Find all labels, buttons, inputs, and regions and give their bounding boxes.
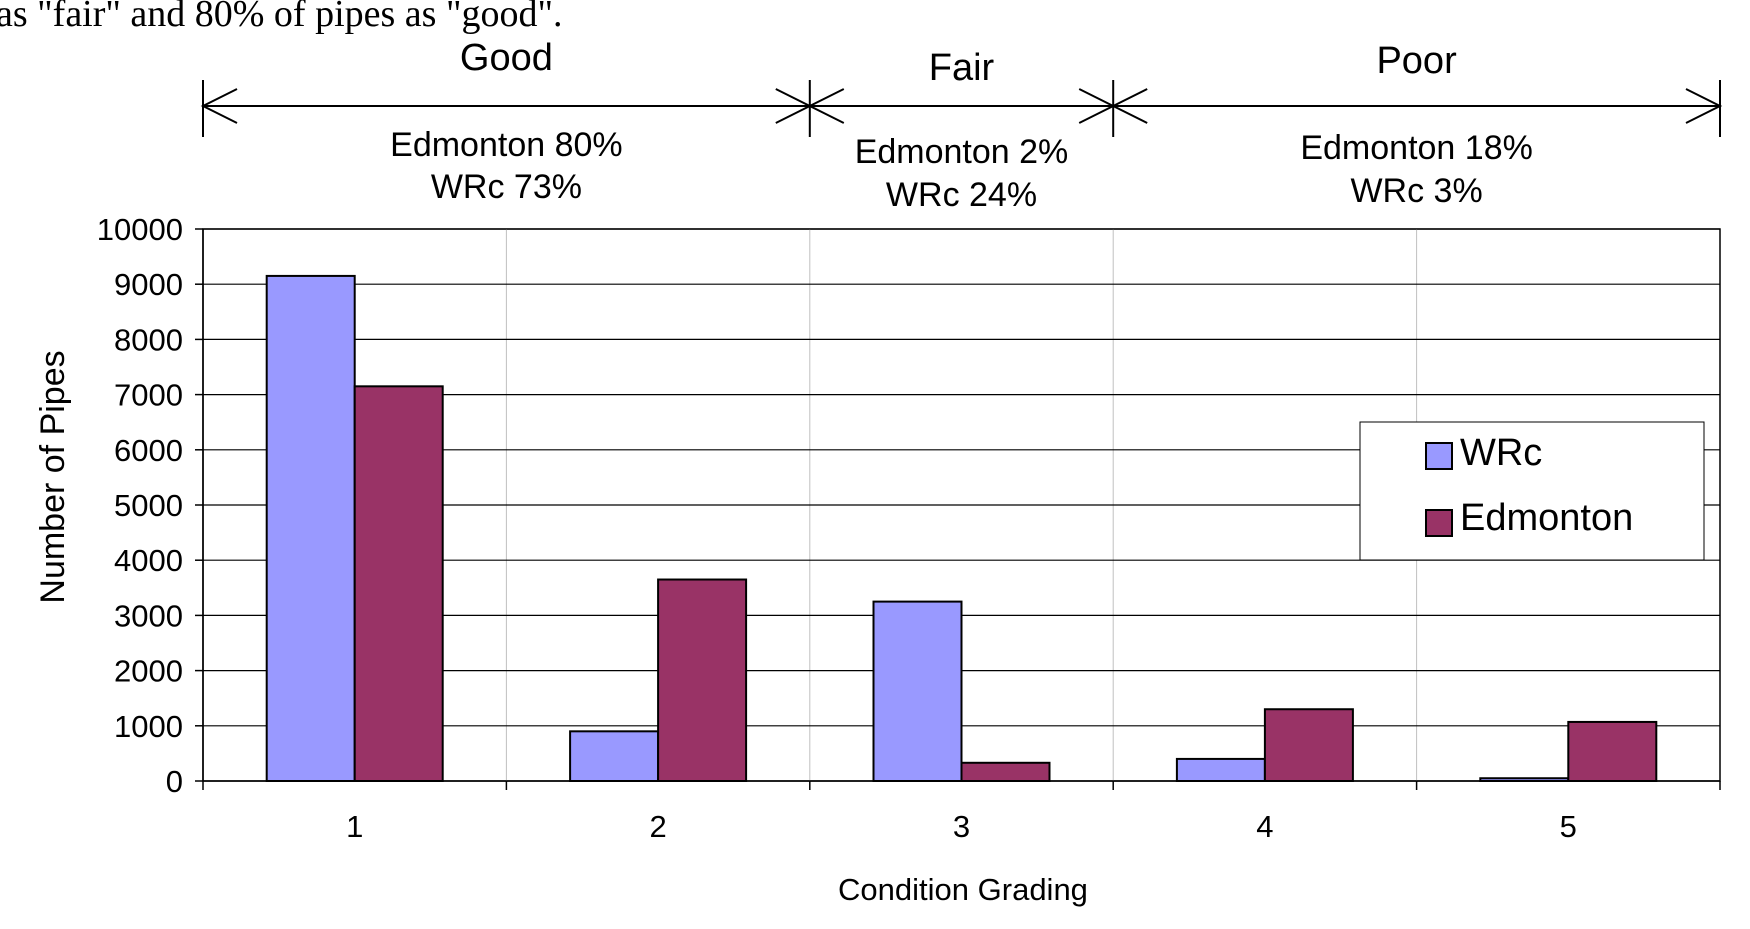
bar-edmonton-5 [1567, 720, 1658, 782]
x-axis: 1 2 3 4 5 [202, 780, 1721, 844]
band-edmonton-share-fair: Edmonton 2% [855, 133, 1069, 171]
legend-label-wrc: WRc [1460, 432, 1542, 474]
y-axis-label: Number of Pipes [34, 350, 72, 603]
bar-edmonton-3 [960, 761, 1051, 782]
band-wrc-share-poor: WRc 3% [1350, 172, 1482, 210]
legend-box [1359, 421, 1705, 561]
bar-wrc-2 [569, 730, 660, 783]
band-arrowhead-left [1110, 88, 1148, 124]
x-tick-label: 5 [1560, 809, 1577, 844]
band-label-fair: Fair [929, 47, 995, 89]
y-tick-label: 3000 [114, 598, 183, 633]
band-edmonton-share-poor: Edmonton 18% [1300, 129, 1533, 167]
x-tick-label: 2 [649, 809, 666, 844]
caption-fragment: as "fair" and 80% of pipes as "good". [0, 0, 562, 35]
condition-bands: Good Edmonton 80% WRc 73% Fair Edmonton 2% WR… [200, 37, 1723, 214]
x-axis-label: Condition Grading [838, 872, 1088, 907]
legend-swatch-edmonton [1425, 509, 1453, 537]
y-tick-label: 6000 [114, 433, 183, 468]
bars [265, 274, 1658, 783]
y-tick-label: 8000 [114, 322, 183, 357]
band-wrc-share-good: WRc 73% [431, 168, 582, 206]
bar-edmonton-1 [353, 385, 444, 782]
band-arrowhead-right [1685, 88, 1723, 124]
y-tick-label: 9000 [114, 267, 183, 302]
y-tick-label: 5000 [114, 488, 183, 523]
bar-wrc-4 [1175, 757, 1266, 782]
legend-swatch-wrc [1425, 442, 1453, 470]
y-tick-label: 10000 [97, 212, 183, 247]
band-edmonton-share-good: Edmonton 80% [390, 126, 623, 164]
band-arrowhead-left [807, 88, 845, 124]
x-tick-label: 4 [1256, 809, 1273, 844]
y-tick-label: 0 [166, 764, 183, 799]
y-tick-label: 1000 [114, 709, 183, 744]
y-tick-label: 2000 [114, 654, 183, 689]
bar-edmonton-2 [657, 578, 748, 783]
bar-wrc-3 [872, 600, 963, 782]
legend: WRc Edmonton [1359, 421, 1705, 561]
y-tick-label: 4000 [114, 543, 183, 578]
legend-label-edmonton: Edmonton [1460, 497, 1633, 539]
band-arrowhead-left [200, 88, 238, 124]
band-wrc-share-fair: WRc 24% [886, 176, 1037, 214]
bar-edmonton-4 [1263, 708, 1354, 782]
bar-wrc-1 [265, 274, 356, 782]
y-tick-label: 7000 [114, 378, 183, 413]
x-tick-label: 3 [953, 809, 970, 844]
y-axis: 0 1000 2000 3000 4000 5000 6000 7000 8000 9000 100… [97, 212, 204, 799]
band-label-poor: Poor [1376, 40, 1457, 82]
band-label-good: Good [460, 37, 553, 79]
x-tick-label: 1 [346, 809, 363, 844]
